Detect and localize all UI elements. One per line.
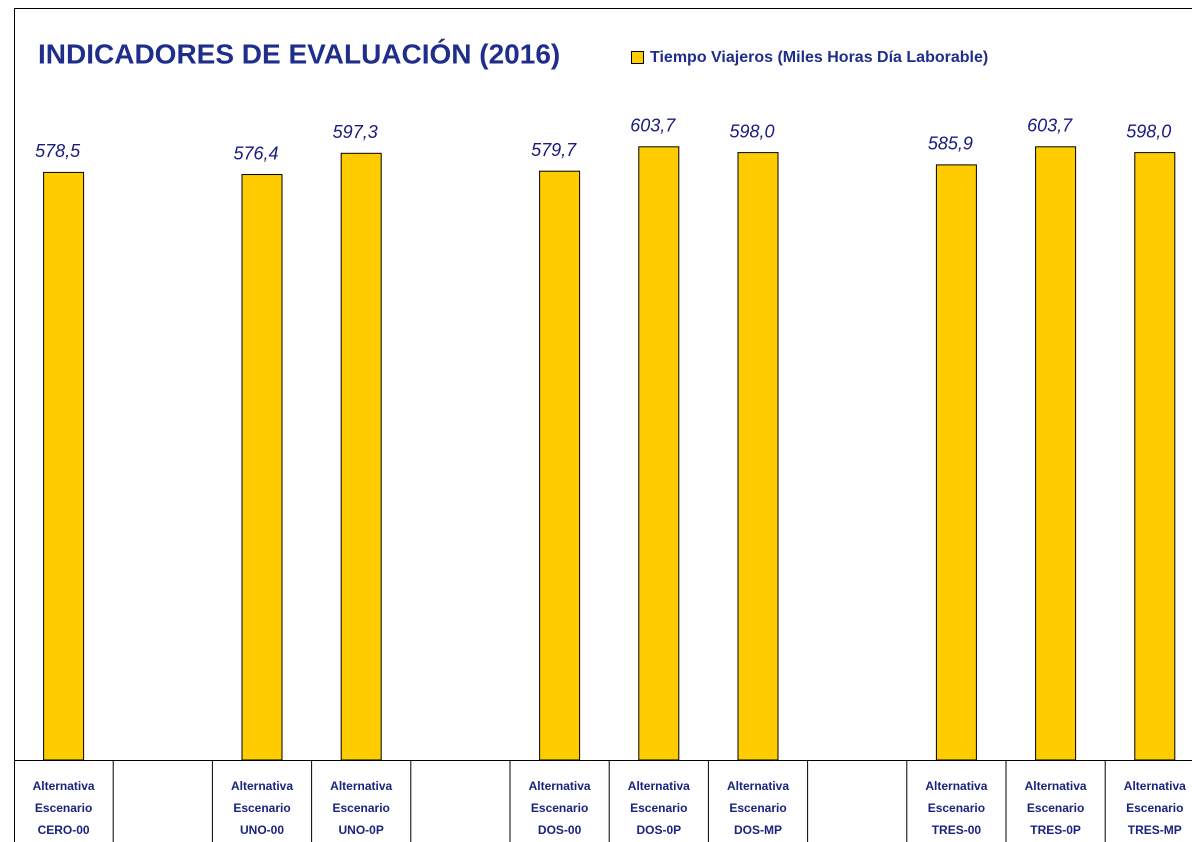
x-tick-label: Alternativa bbox=[33, 779, 95, 793]
chart-frame bbox=[14, 8, 1192, 842]
bar bbox=[43, 171, 85, 761]
bar bbox=[1134, 152, 1176, 761]
x-tick-label: Escenario bbox=[1126, 801, 1183, 815]
data-label: 598,0 bbox=[729, 121, 774, 141]
x-tick-label: Escenario bbox=[729, 801, 786, 815]
x-tick-label: CERO-00 bbox=[38, 823, 90, 837]
x-tick-label: Escenario bbox=[333, 801, 390, 815]
x-tick-label: UNO-00 bbox=[240, 823, 284, 837]
x-tick-label: Alternativa bbox=[529, 779, 591, 793]
x-tick-label: Alternativa bbox=[628, 779, 690, 793]
x-tick-label: Escenario bbox=[928, 801, 985, 815]
chart-title: INDICADORES DE EVALUACIÓN (2016) bbox=[38, 38, 560, 69]
x-tick-label: Alternativa bbox=[1025, 779, 1087, 793]
data-label: 603,7 bbox=[1027, 116, 1073, 136]
x-tick-label: Escenario bbox=[35, 801, 92, 815]
x-tick-label: DOS-MP bbox=[734, 823, 782, 837]
bar bbox=[1035, 146, 1077, 761]
x-tick-label: Escenario bbox=[1027, 801, 1084, 815]
x-tick-label: TRES-MP bbox=[1128, 823, 1182, 837]
x-tick-label: DOS-00 bbox=[538, 823, 582, 837]
bar bbox=[935, 164, 977, 761]
x-tick-label: Alternativa bbox=[925, 779, 987, 793]
bar bbox=[737, 152, 779, 761]
x-tick-label: TRES-00 bbox=[932, 823, 982, 837]
x-tick-label: Escenario bbox=[630, 801, 687, 815]
x-tick-label: Alternativa bbox=[1124, 779, 1186, 793]
data-label: 597,3 bbox=[333, 122, 378, 142]
bar bbox=[638, 146, 680, 761]
x-tick-label: Alternativa bbox=[231, 779, 293, 793]
data-label: 576,4 bbox=[233, 143, 278, 163]
legend-swatch bbox=[631, 51, 644, 64]
x-tick-label: Alternativa bbox=[727, 779, 789, 793]
bar bbox=[340, 152, 382, 761]
data-label: 579,7 bbox=[531, 140, 577, 160]
x-tick-label: Alternativa bbox=[330, 779, 392, 793]
data-label: 578,5 bbox=[35, 141, 81, 161]
data-label: 585,9 bbox=[928, 134, 973, 154]
x-tick-label: UNO-0P bbox=[339, 823, 384, 837]
x-tick-label: Escenario bbox=[233, 801, 290, 815]
x-tick-label: DOS-0P bbox=[636, 823, 681, 837]
legend-label: Tiempo Viajeros (Miles Horas Día Laborab… bbox=[650, 49, 988, 66]
bar bbox=[539, 170, 581, 761]
data-label: 598,0 bbox=[1126, 121, 1171, 141]
data-label: 603,7 bbox=[630, 116, 676, 136]
x-tick-label: TRES-0P bbox=[1030, 823, 1081, 837]
x-tick-label: Escenario bbox=[531, 801, 588, 815]
bar bbox=[241, 174, 283, 761]
